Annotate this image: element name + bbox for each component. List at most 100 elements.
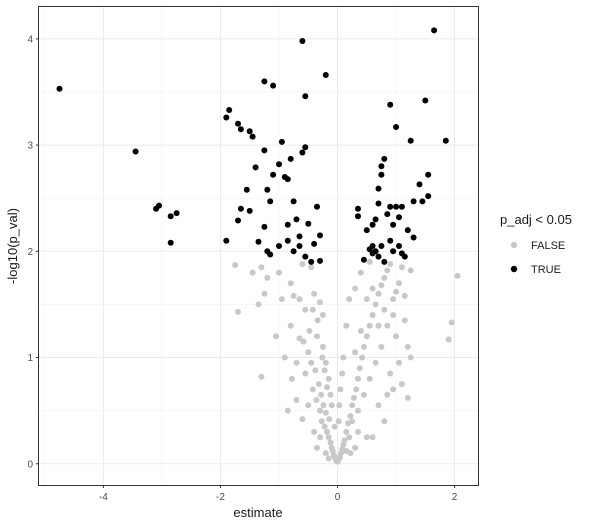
data-point [363, 434, 370, 441]
data-point [343, 322, 350, 329]
data-point [340, 354, 347, 361]
data-point [261, 147, 268, 154]
data-point [375, 185, 382, 192]
data-point [404, 394, 411, 401]
data-point [363, 227, 370, 234]
data-point [287, 280, 294, 287]
data-point [258, 373, 265, 380]
data-point [284, 221, 291, 228]
data-point [347, 450, 354, 457]
data-point [237, 126, 244, 133]
data-point [300, 338, 307, 345]
data-point [390, 312, 397, 318]
data-point [327, 439, 334, 446]
data-point [264, 186, 271, 193]
data-point [407, 354, 414, 361]
data-point [325, 434, 332, 441]
data-point [425, 171, 432, 178]
data-point [393, 124, 400, 130]
data-point [341, 437, 348, 444]
data-point [322, 450, 329, 457]
y-tick-label: 0 [27, 459, 33, 470]
data-point [317, 257, 323, 264]
data-point [302, 93, 309, 100]
data-point [302, 144, 309, 151]
data-point [249, 269, 256, 276]
data-point [312, 367, 319, 374]
data-point [375, 322, 382, 329]
data-point [296, 335, 303, 342]
data-point [375, 402, 382, 409]
data-point [357, 328, 364, 334]
data-point [311, 428, 318, 435]
data-point [384, 391, 391, 398]
data-point [381, 274, 388, 281]
data-point [318, 418, 325, 425]
data-point [317, 434, 323, 441]
data-point [360, 343, 367, 350]
data-point [372, 359, 379, 366]
data-point [305, 402, 312, 409]
data-point [267, 251, 274, 258]
data-point [359, 354, 366, 361]
y-tick-label: 3 [27, 141, 33, 152]
data-point [331, 423, 338, 430]
data-point [401, 292, 408, 299]
y-tick-label: 2 [27, 247, 33, 258]
data-point [319, 354, 326, 361]
data-point [288, 375, 295, 382]
data-point [293, 359, 300, 366]
data-point [366, 246, 373, 253]
data-point [384, 267, 391, 274]
data-point [264, 274, 271, 281]
y-tick-label: 1 [27, 353, 33, 364]
data-point [369, 285, 376, 292]
data-point [384, 211, 391, 218]
data-point [296, 296, 303, 303]
data-point [366, 258, 373, 265]
data-point [352, 285, 359, 292]
data-point [410, 198, 417, 205]
data-point [378, 163, 385, 170]
data-point [387, 261, 394, 268]
data-point [407, 267, 414, 274]
data-point [404, 227, 411, 234]
data-point [287, 155, 294, 162]
data-point [347, 413, 354, 419]
data-point [324, 384, 330, 391]
x-tick-label: -4 [99, 492, 108, 503]
data-point [381, 306, 388, 313]
data-point [355, 428, 361, 435]
data-point [322, 359, 329, 366]
data-point [317, 232, 323, 239]
data-point [387, 203, 394, 210]
data-point [396, 243, 402, 249]
data-point [390, 248, 397, 255]
legend: p_adj < 0.05 FALSE TRUE [500, 212, 572, 276]
data-point [284, 237, 291, 244]
data-point [226, 107, 233, 113]
data-point [56, 85, 63, 92]
data-point [305, 220, 312, 227]
data-point [284, 407, 291, 414]
data-point [325, 455, 332, 462]
data-point [375, 290, 382, 297]
data-point [261, 78, 268, 85]
data-point [314, 317, 321, 324]
data-point [363, 296, 370, 303]
data-point [232, 262, 239, 269]
data-point [396, 280, 402, 287]
data-point [258, 264, 265, 271]
data-point [314, 333, 320, 340]
data-point [378, 343, 385, 350]
x-axis-ticks: -4 -2 0 2 [99, 485, 458, 503]
data-point [398, 203, 405, 210]
data-point [324, 428, 330, 435]
data-point [398, 264, 405, 271]
data-point [369, 221, 376, 228]
data-point [243, 186, 250, 193]
data-point [390, 221, 397, 228]
data-point [375, 253, 382, 260]
data-points [56, 27, 461, 465]
